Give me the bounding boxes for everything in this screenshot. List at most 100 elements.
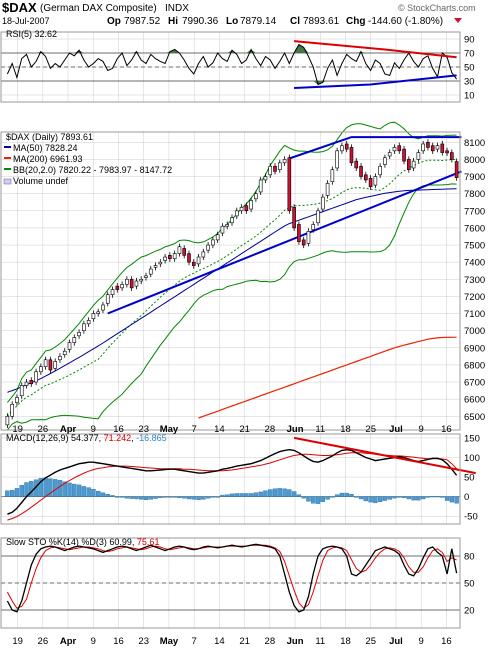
macd-histogram-bar [48, 478, 53, 497]
candle-body [168, 255, 172, 260]
date-tick-label: Jun [287, 424, 304, 435]
macd-histogram-bar [86, 487, 91, 497]
macd-histogram-bar [444, 496, 450, 501]
macd-histogram-bar [72, 483, 77, 497]
candle-body [258, 179, 263, 193]
date-tick-label: 19 [12, 424, 23, 435]
macd-histogram-bar [268, 489, 273, 497]
candle-body [292, 207, 296, 229]
candle-body [129, 278, 134, 289]
candle-body [125, 278, 129, 285]
date-axis: 19 26 Apr 9 16 23 May 7 14 21 28 Jun 11 18 25 Jul 9 16 19 2… [12, 424, 451, 647]
price-tick-label: 6800 [464, 360, 485, 371]
candle-body [311, 224, 316, 230]
chart-date: 18-Jul-2007 [2, 16, 50, 26]
macd-histogram-bar [81, 486, 87, 497]
date-tick-label: 14 [214, 424, 225, 435]
macd-histogram-bar [124, 496, 130, 499]
bb-legend: BB(20,2.0) 7820.22 - 7983.97 - 8147.72 [13, 165, 172, 175]
ohlc-close: 7893.61 [303, 16, 340, 27]
volume-legend: Volume undef [13, 176, 69, 186]
rsi-tick-label: 50 [464, 63, 475, 74]
rsi-legend: RSI(5) 32.62 [6, 29, 57, 39]
macd-histogram-bar [153, 496, 158, 499]
macd-histogram-bar [143, 496, 149, 500]
macd-histogram-bar [129, 496, 134, 499]
candle-body [430, 145, 435, 152]
candle-body [340, 145, 344, 152]
price-tick-label: 8000 [464, 155, 485, 166]
candle-body [344, 143, 349, 150]
price-tick-label: 7600 [464, 223, 485, 234]
rsi-panel: 10 30 50 70 90 [0, 31, 475, 103]
bb-lower-line [7, 183, 457, 431]
date-tick-label: 7 [192, 636, 197, 647]
macd-histogram-bar [315, 496, 321, 504]
symbol-title: $DAX [2, 0, 37, 15]
date-tick-label: 18 [340, 424, 351, 435]
candle-body [96, 311, 100, 314]
candle-body [411, 160, 416, 169]
macd-panel: -50 0 50 100 150 [0, 433, 480, 525]
macd-histogram-bar [387, 496, 392, 500]
candle-body [110, 289, 115, 296]
candle-body [120, 284, 124, 289]
price-tick-label: 6900 [464, 343, 485, 354]
macd-histogram-bar [95, 490, 101, 497]
candle-body [354, 160, 359, 169]
candle-body [201, 251, 206, 258]
macd-tick-label: 100 [464, 453, 480, 464]
ma50-line [7, 188, 457, 393]
macd-histogram-bar [401, 496, 407, 498]
candle-body [29, 380, 34, 385]
sto-legend: Slow STO %K(14) %D(3) 60.99, 75.61 [6, 537, 159, 547]
candle-body [239, 207, 244, 212]
candle-body [254, 193, 258, 200]
candle-body [316, 210, 320, 224]
date-tick-label: 19 [12, 636, 23, 647]
ma200-line [198, 336, 457, 419]
sto-frame [0, 537, 461, 629]
candle-body [234, 210, 239, 217]
rsi-tick-label: 30 [464, 77, 475, 88]
date-tick-label: 25 [365, 636, 376, 647]
ohlc-low: 7879.14 [240, 16, 277, 27]
candle-body [225, 224, 230, 227]
price-tick-label: 7200 [464, 292, 485, 303]
date-tick-label: 28 [265, 424, 276, 435]
candle-body [215, 234, 220, 241]
macd-histogram-bar [191, 496, 196, 500]
rsi-line [6, 43, 458, 86]
candle-body [53, 361, 57, 369]
candle-body [230, 217, 234, 224]
macd-histogram-bar [205, 496, 211, 499]
sto-d-line [6, 544, 457, 609]
candle-body [5, 415, 10, 426]
macd-histogram-bar [167, 496, 173, 498]
candle-body [39, 366, 43, 373]
candle-body [196, 256, 201, 265]
candle-body [163, 256, 167, 261]
price-frame [0, 131, 461, 431]
candle-body [244, 205, 249, 212]
bb-swatch [4, 168, 11, 170]
macd-histogram-bar [363, 496, 369, 502]
candle-body [134, 280, 139, 287]
candle-body [287, 157, 292, 212]
date-tick-label: May [160, 424, 179, 435]
candle-body [306, 231, 311, 244]
macd-histogram-bar [234, 493, 239, 497]
candle-body [421, 143, 425, 152]
ma200-legend: MA(200) 6961.93 [13, 154, 83, 164]
date-tick-label: 26 [38, 636, 49, 647]
macd-histogram-bar [177, 496, 182, 498]
date-tick-label: 9 [91, 424, 96, 435]
price-tick-label: 6600 [464, 395, 485, 406]
macd-histogram-bar [196, 496, 201, 500]
ohlc-high: 7990.36 [182, 16, 219, 27]
date-tick-label: Jun [287, 636, 304, 647]
macd-histogram-bar [411, 496, 416, 501]
ohlc-close-label: Cl [290, 16, 300, 27]
macd-histogram-bar [282, 488, 287, 497]
macd-histogram-bar [229, 493, 235, 497]
